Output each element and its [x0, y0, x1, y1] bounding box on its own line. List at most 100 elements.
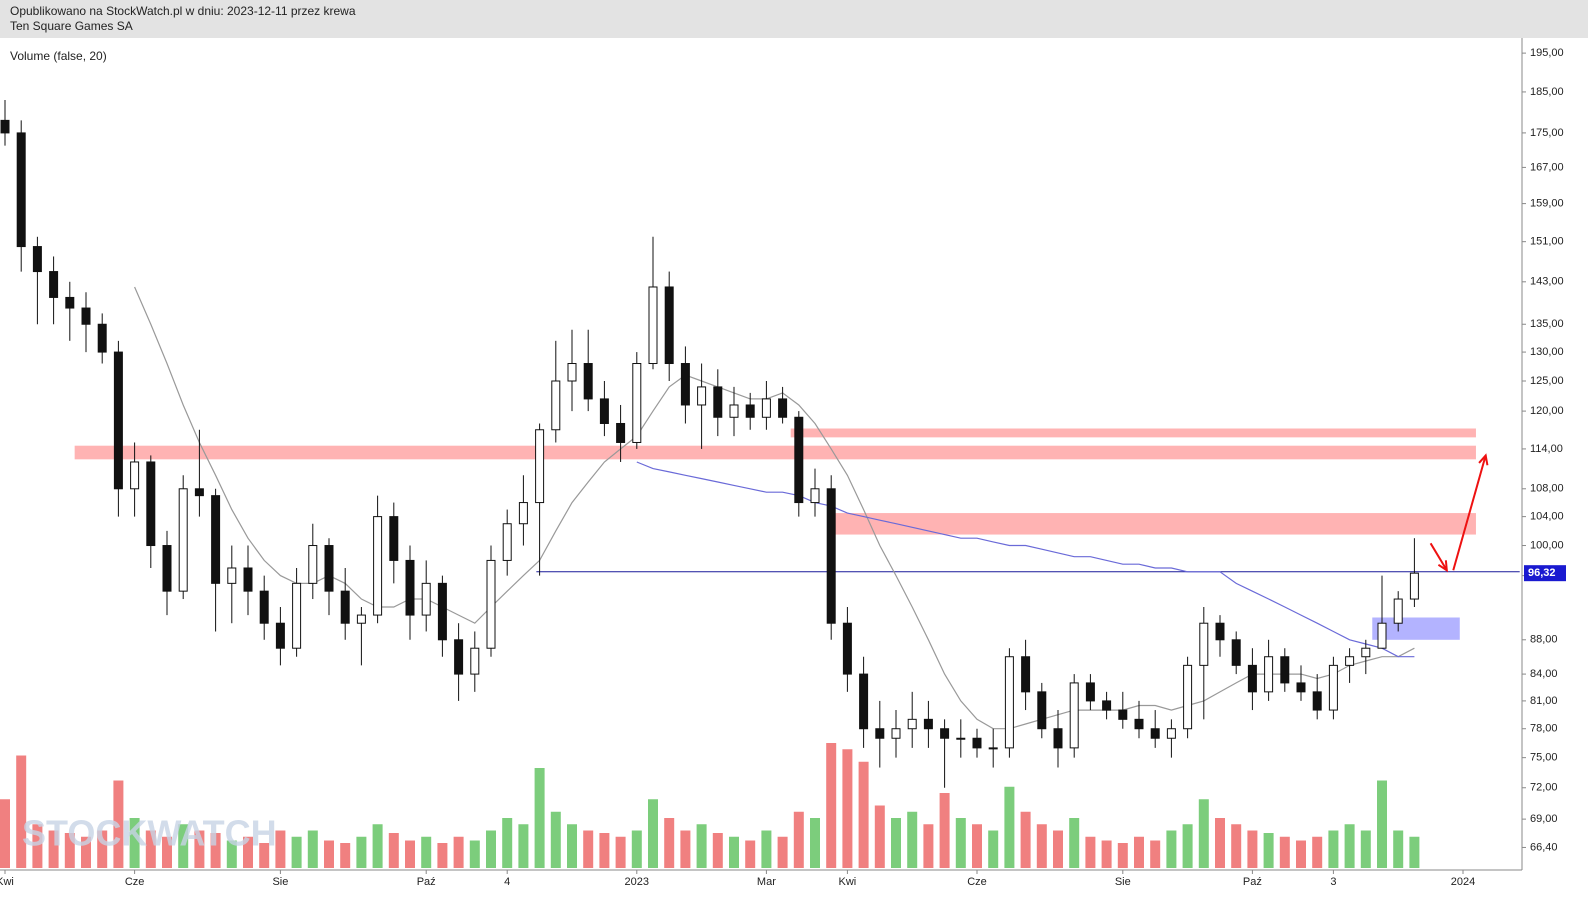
y-tick-label: 175,00	[1530, 127, 1564, 139]
candle-body	[923, 718, 933, 730]
volume-bar	[842, 749, 853, 868]
candle-body	[972, 737, 982, 749]
volume-bar	[421, 836, 432, 868]
volume-bar	[129, 818, 140, 868]
volume-bar	[826, 743, 837, 868]
volume-bar	[567, 824, 577, 868]
zone	[74, 445, 1476, 460]
volume-bar	[534, 768, 545, 868]
volume-bar	[48, 830, 59, 868]
volume-bar	[194, 830, 205, 868]
candle-body	[1328, 664, 1338, 711]
candle-body	[1166, 728, 1176, 739]
y-tick-label: 125,00	[1530, 375, 1564, 387]
volume-bar	[1231, 824, 1242, 868]
candle-body	[389, 516, 399, 561]
candle-body	[1361, 647, 1371, 658]
candle-body	[259, 590, 269, 624]
candle-body	[1296, 682, 1306, 693]
volume-bar	[1344, 824, 1355, 868]
candle-body	[130, 461, 140, 490]
volume-bar	[486, 830, 496, 868]
y-tick-label: 81,00	[1530, 695, 1558, 707]
arrow	[1452, 455, 1487, 571]
volume-bar	[81, 836, 91, 868]
y-tick-label: 120,00	[1530, 405, 1564, 417]
volume-bar	[696, 824, 707, 868]
candle-body	[616, 422, 626, 443]
candle-body	[113, 351, 123, 490]
candle-body	[1150, 728, 1160, 739]
volume-bar	[340, 843, 351, 868]
x-tick-label: 2023	[625, 876, 649, 888]
y-tick-label: 66,40	[1530, 841, 1558, 853]
zone	[832, 513, 1476, 535]
volume-bar	[502, 818, 513, 868]
volume-bar	[178, 824, 189, 868]
x-tick-label: Sie	[1115, 876, 1131, 888]
volume-bar	[1069, 818, 1080, 868]
candle-body	[956, 737, 966, 740]
zone	[790, 428, 1476, 438]
volume-bar	[1279, 836, 1290, 868]
candle-body	[648, 286, 658, 365]
y-tick-label: 69,00	[1530, 813, 1558, 825]
volume-bar	[631, 830, 642, 868]
watermark: STOCKWATCH	[22, 813, 277, 854]
candle-body	[697, 386, 707, 406]
volume-bar	[437, 843, 448, 868]
volume-bar	[1166, 830, 1177, 868]
volume-bar	[97, 830, 108, 868]
y-tick-label: 75,00	[1530, 752, 1558, 764]
y-tick-label: 100,00	[1530, 539, 1564, 551]
candle-body	[859, 673, 869, 730]
x-tick-label: 4	[504, 876, 510, 888]
header-published: Opublikowano na StockWatch.pl w dniu: 20…	[10, 4, 356, 18]
volume-bar	[615, 836, 626, 868]
volume-bar	[680, 830, 691, 868]
candle-body	[81, 307, 91, 325]
volume-bar	[1101, 840, 1112, 868]
candle-body	[308, 545, 318, 584]
volume-bar	[583, 830, 594, 868]
candle-body	[1085, 682, 1095, 702]
candle-body	[713, 386, 723, 418]
candle-body	[1021, 656, 1031, 693]
volume-bar	[275, 830, 286, 868]
header-bar	[0, 0, 1588, 38]
candle-body	[1134, 718, 1144, 730]
candle-body	[1118, 709, 1128, 720]
candle-body	[49, 271, 59, 298]
candle-body	[518, 502, 528, 525]
volume-bar	[1150, 840, 1161, 868]
volume-bar	[16, 755, 27, 868]
volume-bar	[243, 836, 253, 868]
volume-bar	[599, 833, 610, 868]
volume-bar	[1182, 824, 1193, 868]
candle-body	[292, 582, 302, 649]
candle-body	[243, 567, 253, 592]
candle-body	[680, 363, 690, 406]
header-instrument: Ten Square Games SA	[10, 19, 133, 33]
candle-body	[988, 747, 998, 750]
candle-body	[437, 582, 447, 641]
y-tick-label: 185,00	[1530, 86, 1564, 98]
candle-body	[1409, 572, 1419, 600]
y-tick-label: 104,00	[1530, 511, 1564, 523]
candle-body	[778, 398, 788, 418]
volume-bar	[923, 824, 934, 868]
y-tick-label: 143,00	[1530, 276, 1564, 288]
y-tick-label: 108,00	[1530, 483, 1564, 495]
candle-body	[32, 246, 42, 273]
volume-bar	[648, 799, 658, 868]
y-tick-label: 78,00	[1530, 723, 1558, 735]
volume-bar	[226, 840, 237, 868]
candle-body	[194, 488, 204, 497]
x-tick-label: 2024	[1451, 876, 1475, 888]
candle-body	[1280, 656, 1290, 684]
y-tick-label: 72,00	[1530, 782, 1558, 794]
indicator-label: Volume (false, 20)	[10, 49, 107, 63]
volume-bar	[1198, 799, 1209, 868]
candle-body	[1004, 656, 1014, 749]
candle-body	[16, 132, 26, 248]
